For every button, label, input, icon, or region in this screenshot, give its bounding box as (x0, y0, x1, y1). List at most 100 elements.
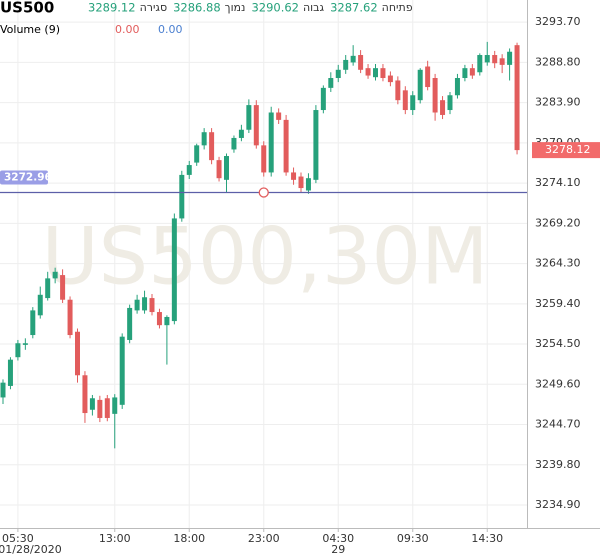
y-tick-label: 3264.30 (535, 257, 581, 270)
y-tick-label: 3239.80 (535, 458, 581, 471)
x-tick-label: 09:30 (397, 532, 429, 545)
x-tick-label: 18:00 (173, 532, 205, 545)
price-line-label: 3272.96 (4, 171, 52, 183)
y-tick-label: 3244.70 (535, 418, 581, 431)
y-tick-label: 3259.40 (535, 297, 581, 310)
ohlc-label: פתיחה (382, 1, 413, 14)
volume-label: Volume (9) (0, 23, 60, 36)
candle-body (231, 137, 237, 150)
candle-body (30, 310, 36, 336)
plot (0, 41, 527, 449)
candle-body (179, 174, 185, 219)
candle-body (142, 297, 148, 311)
candle-body (238, 129, 244, 138)
labels: 3293.703288.803283.903279.003274.103269.… (0, 15, 600, 556)
candle-body (305, 178, 311, 191)
candle-body (45, 278, 51, 299)
x-date-label: 29 (331, 543, 345, 556)
ohlc-value: 3287.62 (330, 1, 378, 15)
candle-body (499, 58, 505, 65)
candle-body (0, 382, 6, 398)
x-tick-label: 14:30 (471, 532, 503, 545)
candle-body (60, 275, 66, 300)
candle-body (402, 90, 408, 111)
candle-body (224, 156, 229, 180)
x-tick-label: 04:30 (322, 532, 354, 545)
candle-body (89, 398, 95, 410)
candle-body (462, 68, 468, 79)
candle-body (492, 55, 498, 64)
candle-body (171, 218, 177, 322)
candle-body (425, 66, 431, 88)
candle-body (417, 69, 423, 101)
candle-body (343, 59, 349, 70)
candle-body (507, 51, 513, 65)
candle-body (261, 145, 267, 173)
candle-body (82, 375, 88, 414)
candle-body (67, 299, 73, 336)
candle-body (97, 399, 103, 418)
candle-body (365, 68, 371, 76)
candle-body (104, 398, 110, 418)
candle-body (216, 160, 222, 179)
candle-body (298, 176, 304, 189)
volume-value: 0.00 (115, 23, 140, 36)
symbol-title: US500 (0, 0, 54, 17)
candle-body (410, 95, 416, 111)
x-tick-label: 13:00 (99, 532, 131, 545)
grid (0, 0, 527, 528)
candle-body (484, 55, 490, 63)
candle-body (186, 165, 192, 175)
candle-body (164, 316, 170, 326)
ohlc-label: גבוה (303, 1, 325, 14)
candle-body (15, 343, 21, 358)
candle-body (268, 112, 274, 173)
candle-body (358, 55, 364, 70)
candle-body (313, 110, 319, 180)
candle-body (276, 112, 282, 120)
candle-body (283, 119, 289, 173)
candle-body (477, 55, 483, 73)
candle-body (246, 105, 252, 130)
candle-body (119, 336, 125, 405)
candle-body (447, 95, 453, 111)
y-tick-label: 3234.90 (535, 498, 581, 511)
candle-body (373, 68, 378, 78)
ohlc-label: נמוך (225, 1, 246, 14)
candle-body (380, 68, 386, 79)
candle-body (328, 78, 334, 88)
x-tick-label: 05:30 (2, 532, 34, 545)
y-tick-label: 3274.10 (535, 176, 581, 189)
candle-body (75, 331, 80, 376)
y-tick-label: 3249.60 (535, 377, 581, 390)
candle-body (52, 271, 58, 279)
candle-body (22, 343, 28, 345)
candle-body (432, 78, 438, 113)
y-tick-label: 3283.90 (535, 96, 581, 109)
watermark: US500,30M (42, 212, 489, 302)
y-tick-label: 3269.20 (535, 216, 581, 229)
ohlc-label: סגירה (140, 1, 168, 14)
ohlc-value: 3289.12 (88, 1, 136, 15)
candle-body (514, 45, 520, 151)
y-tick-label: 3254.50 (535, 337, 581, 350)
candle-body (469, 68, 475, 76)
candle-body (156, 312, 162, 326)
last-price-tag (532, 142, 600, 159)
candle-body (201, 132, 207, 146)
candle-body (440, 100, 446, 115)
candle-body (134, 299, 140, 311)
candle-body (7, 359, 13, 386)
candle-body (387, 75, 393, 83)
candle-body (350, 55, 356, 63)
volume-value: 0.00 (158, 23, 183, 36)
price-line-marker (258, 187, 269, 198)
candle-body (149, 298, 155, 313)
price-line-tag (0, 170, 48, 185)
candle-body (194, 145, 200, 163)
candle-body (112, 397, 118, 414)
x-date-label: 01/28/2020 (0, 543, 62, 556)
candle-body (37, 294, 43, 316)
y-tick-label: 3293.70 (535, 15, 581, 28)
